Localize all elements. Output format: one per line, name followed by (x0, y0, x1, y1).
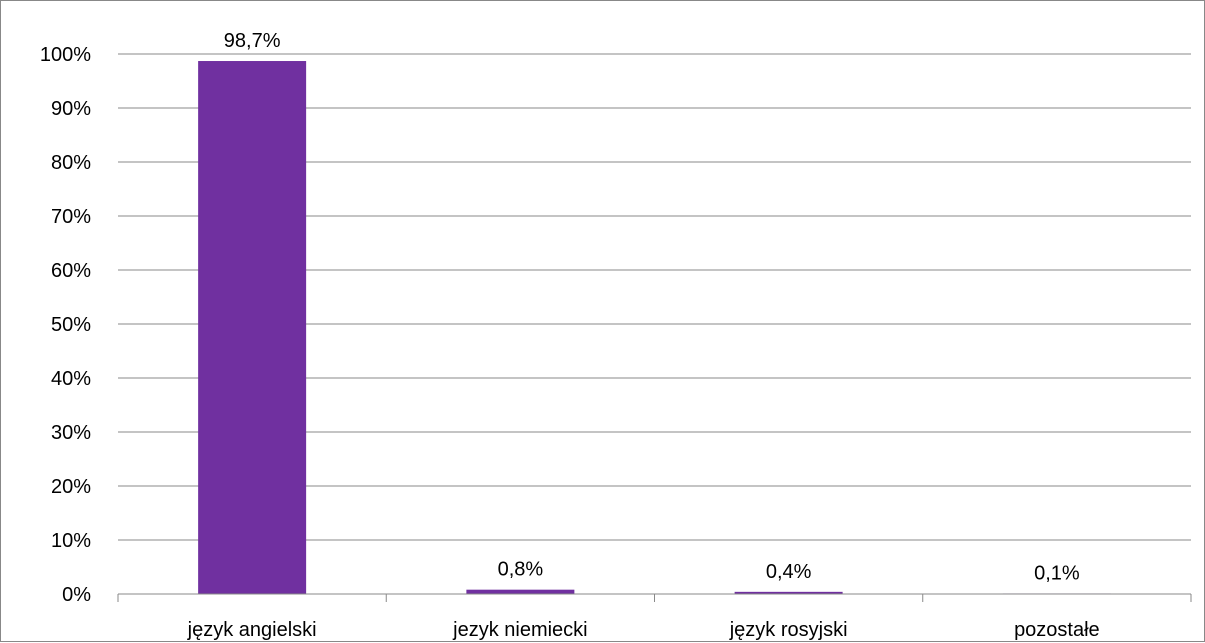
category-label: pozostałe (1014, 619, 1100, 641)
bar (734, 591, 843, 594)
y-tick-label: 20% (51, 476, 91, 498)
data-label: 98,7% (224, 30, 281, 52)
y-tick-label: 70% (51, 206, 91, 228)
x-axis (117, 593, 1192, 602)
y-tick-label: 80% (51, 152, 91, 174)
category-labels: język angielski jezyk niemiecki język rosy… (187, 619, 1100, 641)
data-labels: 98,7% 0,8% 0,4% 0,1% (224, 30, 1080, 584)
y-tick-label: 60% (51, 260, 91, 282)
category-label: język rosyjski (729, 619, 848, 641)
category-label: jezyk niemiecki (452, 619, 587, 641)
y-axis-ticks: 0% 10% 20% 30% 40% 50% 60% 70% 80% 90% 100% (40, 44, 91, 606)
data-label: 0,1% (1034, 562, 1080, 584)
y-tick-label: 30% (51, 422, 91, 444)
category-label: język angielski (187, 619, 317, 641)
y-tick-label: 50% (51, 314, 91, 336)
data-label: 0,8% (498, 559, 544, 581)
data-label: 0,4% (766, 561, 812, 583)
bars (198, 61, 1111, 594)
y-tick-label: 10% (51, 530, 91, 552)
y-tick-label: 90% (51, 98, 91, 120)
y-tick-label: 0% (62, 584, 91, 606)
bar (198, 61, 307, 594)
y-tick-label: 100% (40, 44, 91, 66)
y-tick-label: 40% (51, 368, 91, 390)
bar (466, 589, 575, 594)
